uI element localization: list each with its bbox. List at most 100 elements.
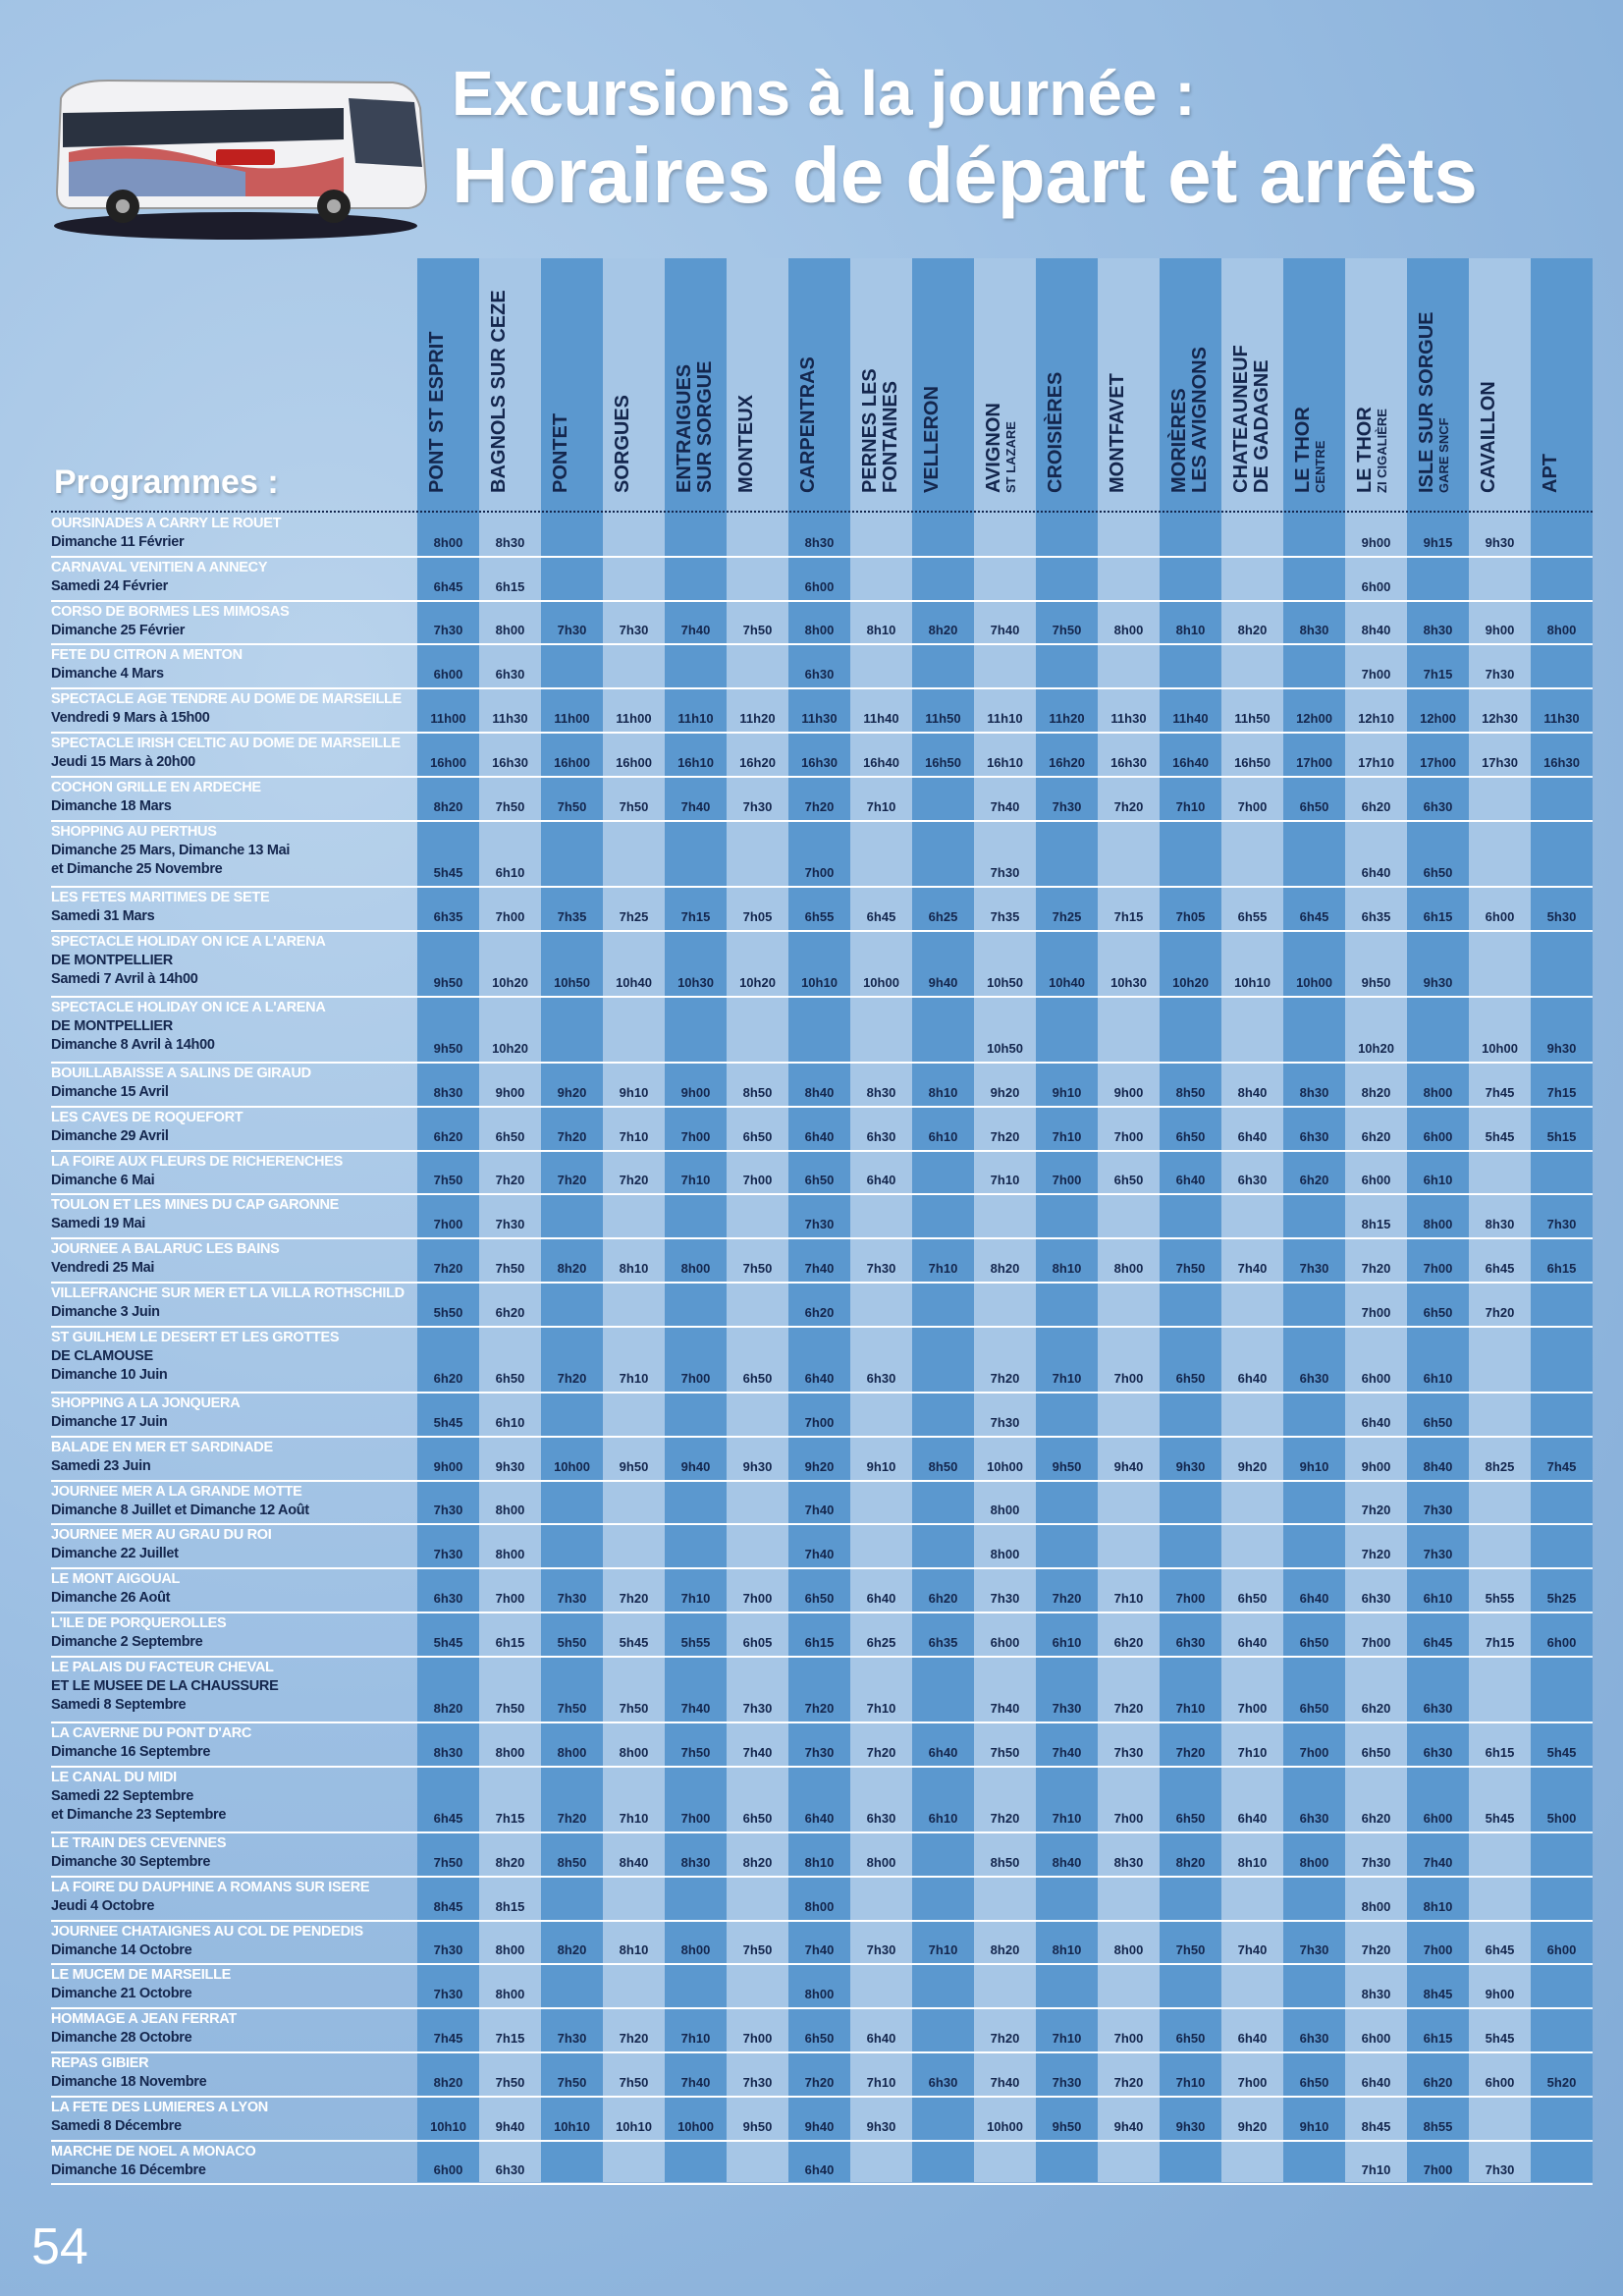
departure-time: 16h20 [1049, 754, 1085, 770]
departure-time: 10h50 [987, 1041, 1023, 1056]
departure-time: 6h15 [804, 1634, 835, 1650]
departure-time: 6h30 [928, 2074, 958, 2090]
departure-time: 7h40 [1052, 1744, 1082, 1760]
column-header: PONT ST ESPRIT [426, 332, 448, 493]
departure-time: 7h30 [990, 1591, 1020, 1606]
departure-time: 17h00 [1296, 754, 1332, 770]
departure-time: 8h30 [1485, 1217, 1515, 1232]
program-date: Jeudi 15 Mars à 20h00 [51, 754, 195, 770]
departure-time: 7h20 [1361, 1503, 1391, 1518]
column-header-sub: ST LAZARE [1003, 421, 1018, 493]
departure-time: 7h40 [1237, 1942, 1268, 1958]
departure-time: 6h30 [866, 1371, 896, 1386]
program-date: Dimanche 25 Mars, Dimanche 13 Mai [51, 842, 291, 858]
departure-time: 7h00 [804, 1414, 835, 1430]
row-separator [51, 1392, 1593, 1394]
row-separator [51, 995, 1593, 998]
departure-time: 7h00 [1361, 1304, 1391, 1320]
departure-time: 6h40 [1237, 1634, 1268, 1650]
column-header-line: CHATEAUNEUF [1230, 345, 1252, 493]
row-separator [51, 2183, 1593, 2186]
departure-time: 7h15 [680, 908, 711, 924]
row-separator [51, 2007, 1593, 2010]
program-date: Dimanche 25 Février [51, 622, 186, 638]
departure-time: 8h10 [1052, 1942, 1082, 1958]
departure-time: 6h20 [804, 1304, 835, 1320]
departure-time: 8h50 [1175, 1084, 1206, 1100]
departure-time: 7h40 [990, 798, 1020, 814]
departure-time: 6h55 [804, 908, 835, 924]
row-separator [51, 1919, 1593, 1922]
column-header: ENTRAIGUES SUR SORGUE [674, 361, 716, 493]
row-separator [51, 1105, 1593, 1108]
departure-time: 7h10 [866, 2074, 896, 2090]
departure-time: 6h15 [1485, 1744, 1515, 1760]
departure-time: 6h20 [433, 1371, 463, 1386]
program-date: Dimanche 2 Septembre [51, 1634, 203, 1650]
departure-time: 8h00 [866, 1854, 896, 1870]
departure-time: 6h40 [1175, 1173, 1206, 1188]
program-date: Samedi 7 Avril à 14h00 [51, 970, 198, 987]
departure-time: 8h50 [928, 1458, 958, 1474]
departure-time: 9h10 [619, 1084, 649, 1100]
departure-time: 7h30 [619, 623, 649, 638]
departure-time: 6h50 [1175, 1128, 1206, 1144]
departure-time: 8h20 [990, 1942, 1020, 1958]
column-header: MONTFAVET [1107, 373, 1128, 493]
departure-time: 9h10 [1052, 1084, 1082, 1100]
row-separator [51, 775, 1593, 778]
departure-time: 7h00 [1113, 1128, 1144, 1144]
departure-time: 9h20 [1237, 2118, 1268, 2134]
departure-time: 7h25 [1052, 908, 1082, 924]
departure-time: 7h20 [619, 1173, 649, 1188]
departure-time: 7h50 [1175, 1942, 1206, 1958]
program-name: JOURNEE A BALARUC LES BAINS Vendredi 25 M… [51, 1240, 280, 1278]
departure-time: 9h00 [433, 1458, 463, 1474]
departure-time: 7h20 [1175, 1744, 1206, 1760]
departure-time: 11h40 [863, 711, 899, 726]
departure-time: 7h30 [1299, 1942, 1329, 1958]
departure-time: 7h10 [1175, 2074, 1206, 2090]
program-date: Dimanche 21 Octobre [51, 1986, 192, 2002]
departure-time: 10h10 [430, 2118, 466, 2134]
column-band [417, 258, 479, 2183]
departure-time: 7h30 [742, 1701, 773, 1716]
column-header: MONTEUX [735, 395, 757, 493]
departure-time: 7h10 [680, 2031, 711, 2046]
departure-time: 7h20 [1361, 1942, 1391, 1958]
departure-time: 8h20 [1361, 1084, 1391, 1100]
departure-time: 8h45 [1361, 2118, 1391, 2134]
program-date: Dimanche 29 Avril [51, 1127, 169, 1144]
departure-time: 7h20 [804, 798, 835, 814]
departure-time: 7h00 [1237, 798, 1268, 814]
departure-time: 10h10 [616, 2118, 652, 2134]
departure-time: 11h00 [430, 711, 466, 726]
departure-time: 7h30 [1052, 798, 1082, 814]
departure-time: 7h40 [804, 1503, 835, 1518]
departure-time: 8h30 [1299, 1084, 1329, 1100]
column-header: CROISIÈRES [1045, 372, 1066, 493]
row-separator [51, 929, 1593, 932]
column-band [1160, 258, 1221, 2183]
column-header-line: FONTAINES [880, 380, 901, 493]
departure-time: 7h20 [557, 1128, 587, 1144]
departure-time: 6h30 [433, 1591, 463, 1606]
program-date: Samedi 22 Septembre [51, 1787, 194, 1804]
departure-time: 5h45 [433, 864, 463, 880]
departure-time: 7h15 [1485, 1634, 1515, 1650]
departure-time: 7h00 [680, 1811, 711, 1826]
departure-time: 7h10 [1052, 1128, 1082, 1144]
departure-time: 6h00 [1361, 1173, 1391, 1188]
departure-time: 7h40 [680, 1701, 711, 1716]
departure-time: 7h40 [804, 1547, 835, 1562]
column-header: APT [1540, 454, 1561, 493]
program-date: DE MONTPELLIER [51, 952, 173, 968]
departure-time: 8h00 [804, 623, 835, 638]
departure-time: 6h40 [804, 1128, 835, 1144]
departure-time: 10h00 [677, 2118, 714, 2134]
departure-time: 9h30 [866, 2118, 896, 2134]
program-date: Dimanche 30 Septembre [51, 1854, 211, 1870]
departure-time: 9h30 [742, 1458, 773, 1474]
departure-time: 7h10 [928, 1261, 958, 1276]
